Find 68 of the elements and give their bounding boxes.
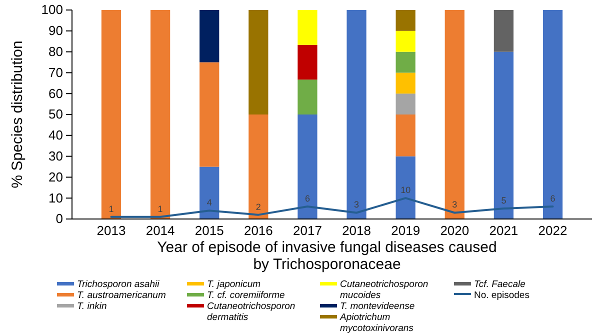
bar (200, 166, 220, 219)
x-tick-label: 2022 (538, 223, 568, 238)
x-tick-label: 2015 (194, 223, 224, 238)
legend-label: Cutaneotrichosporon mucoides (340, 279, 428, 301)
legend-label: Trichosporon asahii (77, 279, 160, 290)
data-label: 2 (256, 202, 261, 212)
y-tick-label: 40 (48, 128, 63, 143)
y-tick-label: 100 (41, 2, 63, 18)
data-label: 5 (501, 196, 506, 206)
bar (298, 10, 318, 45)
bar (150, 10, 170, 219)
y-tick-label: 30 (48, 148, 63, 164)
bar (200, 10, 220, 62)
x-tick-label: 2017 (293, 223, 322, 238)
legend-label: T. inkin (77, 301, 107, 312)
data-label: 10 (400, 185, 411, 196)
line-series (110, 197, 554, 218)
y-tick-label: 50 (48, 106, 63, 122)
bar (396, 30, 416, 52)
bar (200, 62, 220, 167)
bar (396, 72, 416, 94)
bar (298, 114, 318, 219)
bar (444, 10, 464, 219)
bar (298, 44, 318, 80)
legend-label: T. montevideense (340, 301, 415, 312)
x-tick-label: 2018 (342, 223, 371, 238)
bar (101, 10, 122, 219)
x-tick-label: 2019 (391, 223, 420, 238)
x-tick-label: 2016 (244, 223, 273, 238)
x-tick-label: 2013 (96, 223, 126, 238)
x-tick-label: 2021 (489, 223, 518, 238)
legend-label: T. austroamericanum (77, 290, 166, 301)
y-tick-label: 0 (56, 211, 63, 226)
bar (542, 10, 563, 219)
legend-label: No. episodes (474, 290, 530, 301)
data-label: 4 (206, 198, 212, 208)
data-label: 3 (452, 200, 458, 210)
legend-label: Tcf. Faecale (474, 279, 526, 290)
data-label: 6 (550, 193, 556, 204)
y-axis-title: % Species distribution (9, 40, 26, 188)
bar (396, 94, 416, 114)
y-tick-label: 70 (48, 64, 63, 80)
data-label: 1 (158, 204, 163, 214)
x-tick-label: 2014 (146, 223, 175, 238)
x-tick-label: 2020 (440, 223, 470, 238)
legend-label: Apiotrichum mycotoxinivorans (339, 312, 414, 334)
y-tick-label: 90 (48, 23, 63, 38)
bar (396, 156, 416, 219)
y-tick-label: 80 (48, 44, 63, 59)
data-label: 3 (354, 200, 360, 210)
x-axis-title: Year of episode of invasive fungal diseases caused by Trichosporonaceae (157, 239, 497, 273)
bar (298, 80, 318, 114)
y-tick-label: 10 (48, 190, 63, 206)
bar (396, 52, 416, 73)
data-label: 6 (304, 193, 310, 204)
data-label: 1 (108, 204, 114, 214)
y-tick-label: 20 (48, 169, 63, 184)
y-tick-label: 60 (48, 86, 63, 101)
bar (346, 10, 366, 219)
legend-label: T. japonicum (207, 279, 261, 290)
bar (248, 10, 268, 114)
bar (396, 10, 416, 31)
legend-label: Cutaneotrichosporon dermatitis (207, 301, 296, 323)
bar (248, 114, 268, 219)
bar (396, 114, 416, 156)
legend-label: T. cf. coremiiforme (207, 290, 285, 301)
bar (494, 10, 514, 52)
bar (494, 52, 514, 219)
